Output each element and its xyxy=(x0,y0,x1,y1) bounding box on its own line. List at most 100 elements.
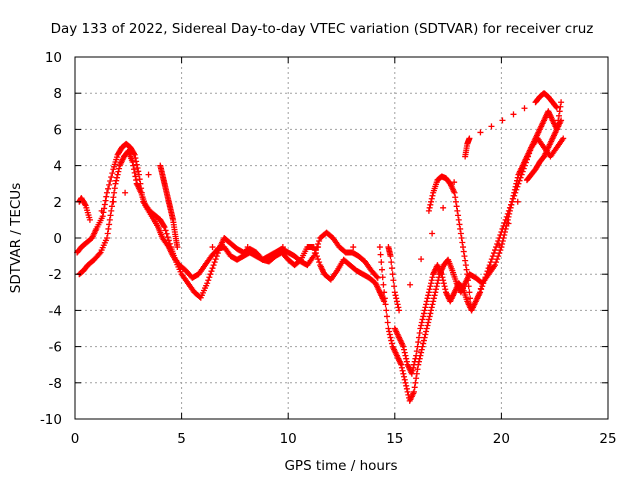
series-trace-f xyxy=(76,90,560,314)
y-tick-label: -10 xyxy=(40,412,62,428)
data-point xyxy=(204,280,211,287)
data-point xyxy=(494,256,501,263)
data-point xyxy=(428,280,435,287)
data-point xyxy=(407,281,414,288)
data-point xyxy=(161,224,168,231)
data-point xyxy=(420,340,427,347)
data-point xyxy=(504,210,511,217)
data-point xyxy=(442,286,449,293)
data-point xyxy=(106,221,113,228)
data-point xyxy=(452,198,459,205)
data-point xyxy=(310,253,317,260)
data-point xyxy=(526,150,533,157)
data-point xyxy=(427,310,434,317)
data-point xyxy=(428,198,435,205)
data-point xyxy=(386,328,393,335)
data-point xyxy=(418,319,425,326)
data-point xyxy=(207,271,214,278)
data-point xyxy=(496,242,503,249)
data-point xyxy=(418,349,425,356)
data-point xyxy=(391,289,398,296)
y-tick-label: -2 xyxy=(49,267,62,283)
data-point xyxy=(482,274,489,281)
data-point xyxy=(425,316,432,323)
data-point xyxy=(410,361,417,368)
data-point xyxy=(105,185,112,192)
data-point xyxy=(553,103,560,110)
data-point xyxy=(507,201,514,208)
data-point xyxy=(426,313,433,320)
data-point xyxy=(506,204,513,211)
data-point xyxy=(399,367,406,374)
data-point xyxy=(390,277,397,284)
data-point xyxy=(462,262,469,269)
data-point xyxy=(463,266,470,273)
data-point xyxy=(433,283,440,290)
data-point xyxy=(133,161,140,168)
data-point xyxy=(510,111,517,118)
data-point xyxy=(509,198,516,205)
data-point xyxy=(388,337,395,344)
data-point xyxy=(403,355,410,362)
data-point xyxy=(493,259,500,266)
data-point xyxy=(311,250,318,257)
data-point xyxy=(490,250,497,257)
y-tick-labels: -10 -8 -6 -4 -2 0 2 4 6 8 10 xyxy=(40,50,62,428)
data-point xyxy=(414,343,421,350)
data-point xyxy=(427,283,434,290)
data-point xyxy=(315,256,322,263)
data-point xyxy=(423,328,430,335)
x-tick-label: 10 xyxy=(280,431,297,447)
data-point xyxy=(428,307,435,314)
data-point xyxy=(383,313,390,320)
data-point xyxy=(114,171,121,178)
data-point xyxy=(521,162,528,169)
data-point xyxy=(209,244,216,251)
data-point xyxy=(459,239,466,246)
data-point xyxy=(492,262,499,269)
data-point xyxy=(135,171,142,178)
data-point xyxy=(206,274,213,281)
data-point xyxy=(422,304,429,311)
data-point xyxy=(212,256,219,263)
data-point xyxy=(418,346,425,353)
data-point xyxy=(440,280,447,287)
data-point xyxy=(465,283,472,290)
data-point xyxy=(424,295,431,302)
data-point xyxy=(477,289,484,296)
data-point xyxy=(377,251,384,258)
data-point xyxy=(464,277,471,284)
data-point xyxy=(373,273,380,280)
data-point xyxy=(498,228,505,235)
data-point xyxy=(439,274,446,281)
data-point xyxy=(495,253,502,260)
data-point xyxy=(106,181,113,188)
data-point xyxy=(209,265,216,272)
data-point xyxy=(404,388,411,395)
data-point xyxy=(410,364,417,371)
data-point xyxy=(492,247,499,254)
data-point xyxy=(429,274,436,281)
data-point xyxy=(115,168,122,175)
data-point xyxy=(430,298,437,305)
data-point xyxy=(400,343,407,350)
data-point xyxy=(458,235,465,241)
data-point xyxy=(381,289,388,296)
data-point xyxy=(411,384,418,391)
data-point xyxy=(429,230,436,237)
data-point xyxy=(104,230,111,237)
data-point xyxy=(105,225,112,232)
data-point xyxy=(401,346,408,353)
data-point xyxy=(401,349,408,356)
data-point xyxy=(388,259,395,266)
data-point xyxy=(522,159,529,166)
data-point xyxy=(558,99,565,106)
data-point xyxy=(496,250,503,257)
data-point xyxy=(440,204,447,211)
data-point xyxy=(132,173,139,180)
axis-ticks xyxy=(74,56,609,420)
data-point xyxy=(133,180,140,187)
data-point xyxy=(421,334,428,341)
data-point xyxy=(108,174,115,181)
data-point xyxy=(401,376,408,383)
